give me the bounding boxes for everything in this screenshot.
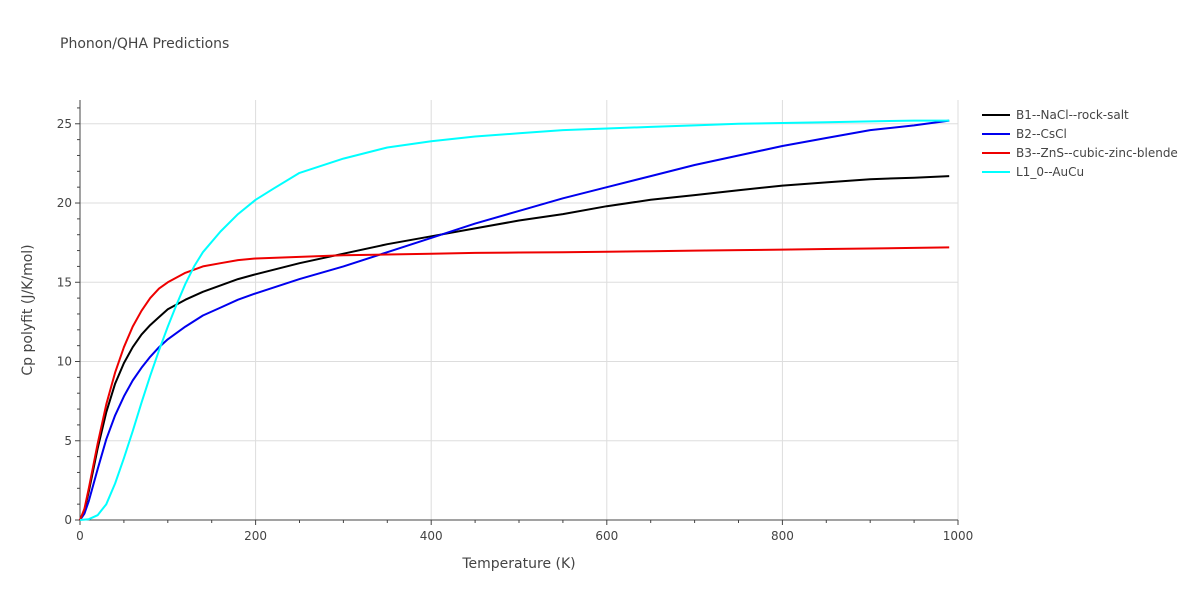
series-line-b1-nacl-rock-salt	[79, 175, 950, 521]
legend: B1--NaCl--rock-salt B2--CsCl B3--ZnS--cubi…	[982, 108, 1178, 179]
legend-label: B1--NaCl--rock-salt	[1016, 108, 1129, 122]
x-tick-label: 200	[244, 529, 267, 543]
y-axis-title: Cp polyfit (J/K/mol)	[20, 244, 36, 375]
grid-lines	[80, 100, 959, 520]
legend-label: B2--CsCl	[1016, 127, 1067, 141]
x-axis-title: Temperature (K)	[461, 556, 575, 572]
axes	[75, 100, 959, 525]
tick-labels: 0 200 400 600 800 1000 0 5 10 15 20 25	[57, 117, 974, 543]
series-lines	[79, 119, 950, 521]
series-line-b2-cscl	[79, 119, 950, 521]
y-tick-label: 10	[57, 355, 72, 369]
y-tick-label: 15	[57, 275, 72, 289]
legend-label: B3--ZnS--cubic-zinc-blende	[1016, 146, 1178, 160]
y-tick-label: 25	[57, 117, 72, 131]
y-tick-label: 5	[64, 434, 72, 448]
x-tick-label: 400	[420, 529, 443, 543]
series-line-b3-zns-cubic-zinc-blende	[79, 246, 950, 521]
chart-title: Phonon/QHA Predictions	[60, 36, 230, 52]
x-tick-label: 1000	[943, 529, 974, 543]
x-tick-label: 800	[771, 529, 794, 543]
x-tick-label: 600	[595, 529, 618, 543]
series-line-l1-0-aucu	[79, 119, 950, 521]
x-tick-label: 0	[76, 529, 84, 543]
y-tick-label: 0	[64, 513, 72, 527]
y-tick-label: 20	[57, 196, 72, 210]
legend-label: L1_0--AuCu	[1016, 165, 1084, 179]
